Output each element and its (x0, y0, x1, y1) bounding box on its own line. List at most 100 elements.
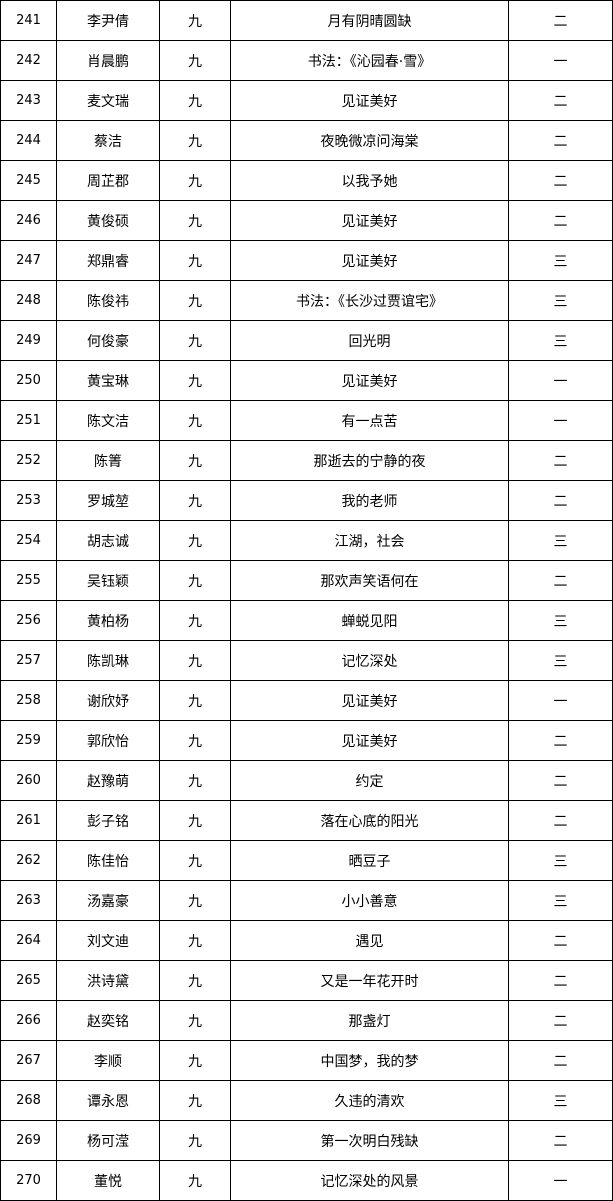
row-number-cell: 260 (0, 760, 57, 801)
student-name-cell: 汤嘉豪 (56, 880, 160, 921)
grade-cell: 九 (159, 1080, 231, 1121)
student-name-cell: 谭永恩 (56, 1080, 160, 1121)
row-number-cell: 249 (0, 320, 57, 361)
grade-cell: 九 (159, 0, 231, 41)
student-name-cell: 彭子铭 (56, 800, 160, 841)
award-level-cell: 二 (508, 1000, 613, 1041)
award-level-cell: 二 (508, 120, 613, 161)
work-title-cell: 书法：《长沙过贾谊宅》 (230, 280, 509, 321)
student-name-cell: 郭欣怡 (56, 720, 160, 761)
table-row: 270 董悦九记忆深处的风景一 (0, 1160, 613, 1201)
table-row: 264 刘文迪九遇见二 (0, 920, 613, 961)
grade-cell: 九 (159, 240, 231, 281)
row-number-cell: 261 (0, 800, 57, 841)
grade-cell: 九 (159, 840, 231, 881)
award-level-cell: 二 (508, 1040, 613, 1081)
award-level-cell: 二 (508, 200, 613, 241)
student-name-cell: 李尹倩 (56, 0, 160, 41)
award-level-cell: 二 (508, 440, 613, 481)
row-number-cell: 269 (0, 1120, 57, 1161)
grade-cell: 九 (159, 1160, 231, 1201)
grade-cell: 九 (159, 1040, 231, 1081)
work-title-cell: 落在心底的阳光 (230, 800, 509, 841)
table-row: 251 陈文洁九有一点苦一 (0, 400, 613, 441)
student-name-cell: 董悦 (56, 1160, 160, 1201)
table-row: 249 何俊豪九回光明三 (0, 320, 613, 361)
student-name-cell: 黄宝琳 (56, 360, 160, 401)
table-row: 258 谢欣妤九见证美好一 (0, 680, 613, 721)
award-level-cell: 一 (508, 1160, 613, 1201)
row-number-cell: 270 (0, 1160, 57, 1201)
row-number-cell: 247 (0, 240, 57, 281)
award-level-cell: 三 (508, 840, 613, 881)
grade-cell: 九 (159, 360, 231, 401)
row-number-cell: 241 (0, 0, 57, 41)
table-row: 260 赵豫萌九约定二 (0, 760, 613, 801)
table-row: 255 吴钰颖九那欢声笑语何在二 (0, 560, 613, 601)
award-level-cell: 二 (508, 760, 613, 801)
row-number-cell: 248 (0, 280, 57, 321)
work-title-cell: 有一点苦 (230, 400, 509, 441)
student-name-cell: 杨可滢 (56, 1120, 160, 1161)
work-title-cell: 见证美好 (230, 200, 509, 241)
table-row: 252 陈箐九那逝去的宁静的夜二 (0, 440, 613, 481)
work-title-cell: 书法：《沁园春·雪》 (230, 40, 509, 81)
work-title-cell: 久违的清欢 (230, 1080, 509, 1121)
table-row: 243 麦文瑞九见证美好二 (0, 80, 613, 121)
student-name-cell: 麦文瑞 (56, 80, 160, 121)
work-title-cell: 约定 (230, 760, 509, 801)
row-number-cell: 257 (0, 640, 57, 681)
work-title-cell: 见证美好 (230, 680, 509, 721)
grade-cell: 九 (159, 880, 231, 921)
table-row: 250 黄宝琳九见证美好一 (0, 360, 613, 401)
grade-cell: 九 (159, 400, 231, 441)
award-level-cell: 二 (508, 1120, 613, 1161)
award-level-cell: 二 (508, 720, 613, 761)
work-title-cell: 夜晚微凉问海棠 (230, 120, 509, 161)
row-number-cell: 262 (0, 840, 57, 881)
work-title-cell: 江湖，社会 (230, 520, 509, 561)
row-number-cell: 265 (0, 960, 57, 1001)
student-name-cell: 吴钰颖 (56, 560, 160, 601)
award-level-cell: 二 (508, 0, 613, 41)
grade-cell: 九 (159, 80, 231, 121)
student-name-cell: 陈箐 (56, 440, 160, 481)
award-level-cell: 一 (508, 400, 613, 441)
award-level-cell: 二 (508, 480, 613, 521)
table-row: 262 陈佳怡九晒豆子三 (0, 840, 613, 881)
table-row: 257 陈凯琳九记忆深处三 (0, 640, 613, 681)
student-name-cell: 何俊豪 (56, 320, 160, 361)
grade-cell: 九 (159, 800, 231, 841)
work-title-cell: 遇见 (230, 920, 509, 961)
work-title-cell: 见证美好 (230, 360, 509, 401)
row-number-cell: 258 (0, 680, 57, 721)
work-title-cell: 见证美好 (230, 80, 509, 121)
award-level-cell: 二 (508, 160, 613, 201)
work-title-cell: 第一次明白残缺 (230, 1120, 509, 1161)
row-number-cell: 244 (0, 120, 57, 161)
award-level-cell: 三 (508, 880, 613, 921)
table-row: 268 谭永恩九久违的清欢三 (0, 1080, 613, 1121)
table-row: 241 李尹倩九月有阴晴圆缺二 (0, 0, 613, 41)
table-row: 265 洪诗黛九又是一年花开时二 (0, 960, 613, 1001)
work-title-cell: 记忆深处 (230, 640, 509, 681)
row-number-cell: 268 (0, 1080, 57, 1121)
table-row: 242 肖晨鹏九书法：《沁园春·雪》一 (0, 40, 613, 81)
table-row: 269 杨可滢九第一次明白残缺二 (0, 1120, 613, 1161)
grade-cell: 九 (159, 40, 231, 81)
work-title-cell: 那逝去的宁静的夜 (230, 440, 509, 481)
work-title-cell: 记忆深处的风景 (230, 1160, 509, 1201)
row-number-cell: 242 (0, 40, 57, 81)
row-number-cell: 251 (0, 400, 57, 441)
student-name-cell: 赵豫萌 (56, 760, 160, 801)
student-name-cell: 赵奕铭 (56, 1000, 160, 1041)
grade-cell: 九 (159, 520, 231, 561)
table-row: 247 郑鼎睿九见证美好三 (0, 240, 613, 281)
grade-cell: 九 (159, 480, 231, 521)
row-number-cell: 264 (0, 920, 57, 961)
table-row: 256 黄柏杨九蝉蜕见阳三 (0, 600, 613, 641)
work-title-cell: 那欢声笑语何在 (230, 560, 509, 601)
award-level-cell: 一 (508, 360, 613, 401)
student-name-cell: 陈佳怡 (56, 840, 160, 881)
